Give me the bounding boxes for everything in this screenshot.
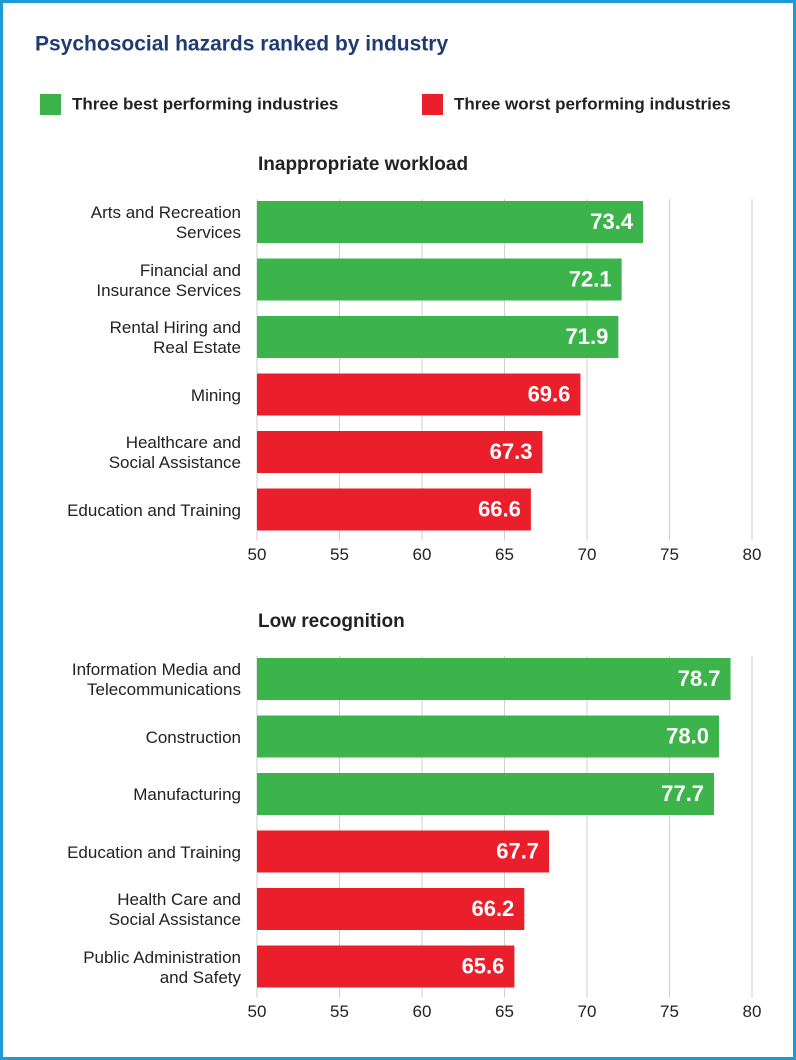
value-label: 78.0 xyxy=(666,723,709,748)
legend-label: Three best performing industries xyxy=(72,94,338,113)
value-label: 73.4 xyxy=(590,209,634,234)
value-label: 67.7 xyxy=(496,838,539,863)
x-tick-label: 55 xyxy=(330,1002,349,1021)
x-tick-label: 75 xyxy=(660,545,679,564)
category-label: Healthcare and Social Assistance xyxy=(108,433,241,472)
value-label: 72.1 xyxy=(569,266,612,291)
bar xyxy=(257,945,515,988)
chart-subtitle: Low recognition xyxy=(258,611,405,632)
x-tick-label: 65 xyxy=(495,1002,514,1021)
value-label: 78.7 xyxy=(678,666,721,691)
x-tick-label: 75 xyxy=(660,1002,679,1021)
value-label: 65.6 xyxy=(462,953,505,978)
legend-swatch xyxy=(40,94,61,115)
x-tick-label: 60 xyxy=(413,545,432,564)
category-label: Mining xyxy=(190,385,241,405)
legend-label: Three worst performing industries xyxy=(454,94,731,113)
x-tick-label: 70 xyxy=(578,1002,597,1021)
bar xyxy=(257,431,543,473)
value-label: 67.3 xyxy=(490,439,533,464)
page-title: Psychosocial hazards ranked by industry xyxy=(35,33,448,56)
bar xyxy=(257,373,581,416)
bar xyxy=(257,316,619,358)
legend-swatch xyxy=(422,94,443,115)
category-label: Construction xyxy=(145,727,241,747)
category-label: Education and Training xyxy=(67,842,241,862)
x-tick-label: 55 xyxy=(330,545,349,564)
x-tick-label: 50 xyxy=(248,545,267,564)
bar xyxy=(257,715,719,758)
category-label: Education and Training xyxy=(67,500,241,520)
value-label: 77.7 xyxy=(661,781,704,806)
x-tick-label: 70 xyxy=(578,545,597,564)
chart: Psychosocial hazards ranked by industry … xyxy=(35,33,762,1021)
category-label: Rental Hiring and Real Estate xyxy=(109,318,241,357)
value-label: 66.2 xyxy=(471,896,514,921)
bar xyxy=(257,888,525,930)
x-tick-label: 60 xyxy=(413,1002,432,1021)
bar xyxy=(257,830,550,873)
chart-subtitle: Inappropriate workload xyxy=(258,154,468,175)
bar xyxy=(257,488,531,531)
bar xyxy=(257,258,622,301)
x-tick-label: 65 xyxy=(495,545,514,564)
value-label: 66.6 xyxy=(478,496,521,521)
x-tick-label: 80 xyxy=(743,545,762,564)
category-label: Manufacturing xyxy=(133,785,241,804)
category-label: Information Media and Telecommunications xyxy=(71,660,241,699)
x-tick-label: 50 xyxy=(248,1002,267,1021)
category-label: Arts and Recreation Services xyxy=(90,203,241,242)
category-label: Public Administration and Safety xyxy=(83,947,241,987)
category-label: Health Care and Social Assistance xyxy=(108,890,241,929)
bar xyxy=(257,773,715,815)
value-label: 69.6 xyxy=(528,381,571,406)
value-label: 71.9 xyxy=(566,324,609,349)
x-tick-label: 80 xyxy=(743,1002,762,1021)
category-label: Financial and Insurance Services xyxy=(96,260,241,300)
bar xyxy=(257,658,731,700)
bar xyxy=(257,201,644,243)
